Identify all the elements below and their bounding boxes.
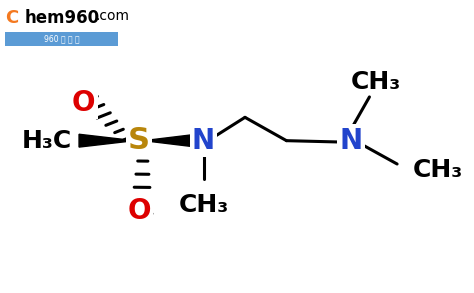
Text: O: O — [127, 197, 151, 225]
Text: N: N — [339, 127, 363, 155]
Text: 960 化 工 网: 960 化 工 网 — [44, 34, 79, 43]
Text: CH₃: CH₃ — [178, 193, 228, 217]
Polygon shape — [79, 134, 134, 147]
Text: CH₃: CH₃ — [351, 70, 401, 94]
Text: N: N — [192, 127, 215, 155]
Polygon shape — [144, 134, 197, 147]
Text: hem960: hem960 — [25, 9, 100, 28]
Text: .com: .com — [95, 9, 129, 23]
Text: O: O — [72, 89, 95, 117]
Text: S: S — [128, 126, 150, 155]
FancyBboxPatch shape — [5, 32, 118, 46]
Text: C: C — [5, 9, 18, 28]
Text: CH₃: CH₃ — [413, 158, 464, 182]
Text: H₃C: H₃C — [22, 129, 72, 153]
